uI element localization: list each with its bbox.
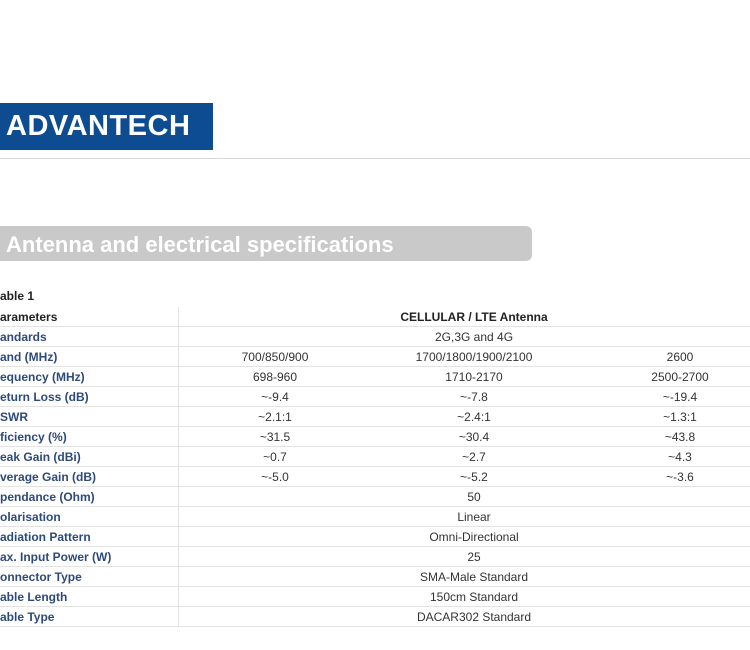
row-label: verage Gain (dB) (0, 470, 97, 484)
cell-value: ~2.4:1 (457, 410, 491, 424)
logo: ADVANTECH (0, 103, 213, 150)
row-label: andards (0, 330, 47, 344)
cell-value: ~-5.0 (261, 470, 289, 484)
cell-value: 25 (467, 550, 481, 564)
row-label: pendance (Ohm) (0, 490, 95, 504)
cell-value: 698-960 (252, 370, 298, 384)
cell-value: ~1.3:1 (663, 410, 697, 424)
table-row: andards 2G,3G and 4G (0, 327, 750, 347)
cell-value: 1700/1800/1900/2100 (415, 350, 533, 364)
column-divider (178, 307, 179, 627)
cell-value: 150cm Standard (429, 590, 519, 604)
cell-value: ~30.4 (458, 430, 490, 444)
cell-value: 50 (467, 490, 481, 504)
row-label: able Type (0, 610, 55, 624)
divider (0, 158, 750, 159)
cell-value: Linear (457, 510, 491, 524)
spec-table: arameters CELLULAR / LTE Antenna andards… (0, 307, 750, 627)
cell-value: 2500-2700 (651, 370, 709, 384)
cell-value: ~43.8 (664, 430, 696, 444)
cell-value: 2600 (666, 350, 694, 364)
table-row: adiation Pattern Omni-Directional (0, 527, 750, 547)
table-row: olarisation Linear (0, 507, 750, 527)
table-row: ax. Input Power (W) 25 (0, 547, 750, 567)
cell-value: ~2.1:1 (258, 410, 292, 424)
cell-value: 700/850/900 (241, 350, 309, 364)
row-label: equency (MHz) (0, 370, 85, 384)
table-row: verage Gain (dB) ~-5.0 ~-5.2 ~-3.6 (0, 467, 750, 487)
header-label: arameters (0, 310, 58, 324)
cell-value: 2G,3G and 4G (434, 330, 514, 344)
cell-value: ~0.7 (263, 450, 287, 464)
table-row: equency (MHz) 698-960 1710-2170 2500-2700 (0, 367, 750, 387)
row-label: and (MHz) (0, 350, 58, 364)
table-row: able Type DACAR302 Standard (0, 607, 750, 627)
row-label: ficiency (%) (0, 430, 67, 444)
cell-value: ~-7.8 (460, 390, 488, 404)
section-title: Antenna and electrical specifications (0, 226, 532, 261)
table-row: eak Gain (dBi) ~0.7 ~2.7 ~4.3 (0, 447, 750, 467)
row-label: onnector Type (0, 570, 82, 584)
cell-value: SMA-Male Standard (419, 570, 529, 584)
cell-value: Omni-Directional (429, 530, 519, 544)
table-row: eturn Loss (dB) ~-9.4 ~-7.8 ~-19.4 (0, 387, 750, 407)
cell-value: DACAR302 Standard (416, 610, 532, 624)
row-label: olarisation (0, 510, 61, 524)
cell-value: ~-5.2 (460, 470, 488, 484)
row-label: able Length (0, 590, 68, 604)
row-label: eak Gain (dBi) (0, 450, 81, 464)
table-row: SWR ~2.1:1 ~2.4:1 ~1.3:1 (0, 407, 750, 427)
table-row: and (MHz) 700/850/900 1700/1800/1900/2100 2… (0, 347, 750, 367)
cell-value: ~31.5 (259, 430, 291, 444)
table-caption: able 1 (0, 289, 35, 303)
row-label: SWR (0, 410, 28, 424)
row-label: ax. Input Power (W) (0, 550, 112, 564)
header-value: CELLULAR / LTE Antenna (400, 310, 548, 324)
cell-value: ~-19.4 (662, 390, 698, 404)
cell-value: ~2.7 (462, 450, 486, 464)
table-row: ficiency (%) ~31.5 ~30.4 ~43.8 (0, 427, 750, 447)
table-header: arameters CELLULAR / LTE Antenna (0, 307, 750, 327)
table-row: able Length 150cm Standard (0, 587, 750, 607)
cell-value: ~4.3 (668, 450, 692, 464)
row-label: adiation Pattern (0, 530, 91, 544)
cell-value: ~-9.4 (261, 390, 289, 404)
cell-value: ~-3.6 (666, 470, 694, 484)
row-label: eturn Loss (dB) (0, 390, 89, 404)
cell-value: 1710-2170 (445, 370, 503, 384)
table-row: onnector Type SMA-Male Standard (0, 567, 750, 587)
table-row: pendance (Ohm) 50 (0, 487, 750, 507)
